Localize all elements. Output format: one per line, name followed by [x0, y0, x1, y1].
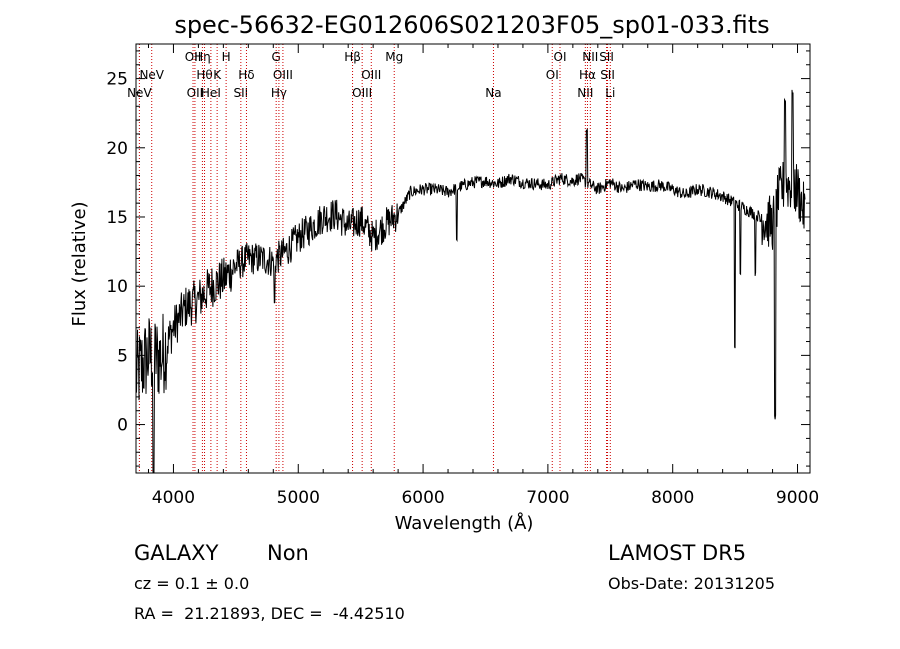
spectral-line-label: Mg	[385, 50, 403, 64]
spectrum-line	[135, 89, 806, 474]
spectral-line-label: SII	[233, 86, 248, 100]
spectral-line-label: NeV	[139, 68, 164, 82]
y-tick-label: 5	[117, 346, 128, 366]
spectral-line-label: Hδ	[238, 68, 254, 82]
spectral-line-label: Hγ	[271, 86, 287, 100]
object-subclass: Non	[267, 541, 309, 565]
spectral-line-label: OI	[554, 50, 567, 64]
spectral-line-label: OIII	[352, 86, 372, 100]
spectral-line-label: NII	[582, 50, 598, 64]
x-axis: 4000 5000 6000 7000 8000 9000	[147, 44, 819, 508]
y-tick-label: 20	[106, 139, 128, 159]
y-tick-label: 15	[106, 208, 128, 228]
spectral-line-label: HeI	[201, 86, 221, 100]
observation-date: Obs-Date: 20131205	[608, 574, 776, 593]
spectral-line-label: OIII	[361, 68, 381, 82]
survey-name: LAMOST DR5	[608, 541, 747, 565]
object-class: GALAXY	[134, 541, 219, 565]
spectral-line-label: NII	[577, 86, 593, 100]
spectral-line-label: Hα	[579, 68, 596, 82]
spectral-line-label: Hη	[194, 50, 211, 64]
spectral-line-label: OII	[185, 50, 202, 64]
y-axis-label: Flux (relative)	[69, 201, 90, 326]
spectral-line-label: NeV	[127, 86, 152, 100]
x-tick-label: 4000	[152, 488, 195, 508]
x-tick-label: 9000	[776, 488, 819, 508]
x-tick-label: 7000	[526, 488, 569, 508]
y-tick-label: 0	[117, 416, 128, 436]
spectral-line-label: Hβ	[344, 50, 361, 64]
spectral-line-label: SII	[600, 68, 615, 82]
x-tick-label: 8000	[651, 488, 694, 508]
y-tick-label: 25	[106, 70, 128, 90]
y-tick-label: 10	[106, 277, 128, 297]
spectral-line-markers: NeVNeVOIIOIIHηHθHeIKHSIIHδGHγOIIIHβOIIIO…	[127, 44, 615, 473]
spectral-line-label: Li	[605, 86, 615, 100]
spectral-line-label: SII	[599, 50, 614, 64]
spectral-line-label: Na	[485, 86, 501, 100]
chart-title: spec-56632-EG012606S021203F05_sp01-033.f…	[174, 11, 769, 39]
spectral-line-label: K	[213, 68, 222, 82]
x-tick-label: 6000	[401, 488, 444, 508]
spectral-line-label: OI	[546, 68, 559, 82]
redshift-line: cz = 0.1 ± 0.0	[134, 574, 250, 593]
spectral-line-label: Hθ	[196, 68, 212, 82]
coordinates-line: RA = 21.21893, DEC = -4.42510	[134, 604, 405, 623]
spectral-line-label: G	[272, 50, 281, 64]
x-tick-label: 5000	[277, 488, 320, 508]
spectrum-series	[135, 89, 806, 474]
x-axis-label: Wavelength (Å)	[395, 512, 534, 534]
y-axis: 0 5 10 15 20 25	[106, 50, 810, 467]
spectral-line-label: OII	[187, 86, 204, 100]
spectral-line-label: OIII	[273, 68, 293, 82]
spectral-line-label: H	[222, 50, 231, 64]
